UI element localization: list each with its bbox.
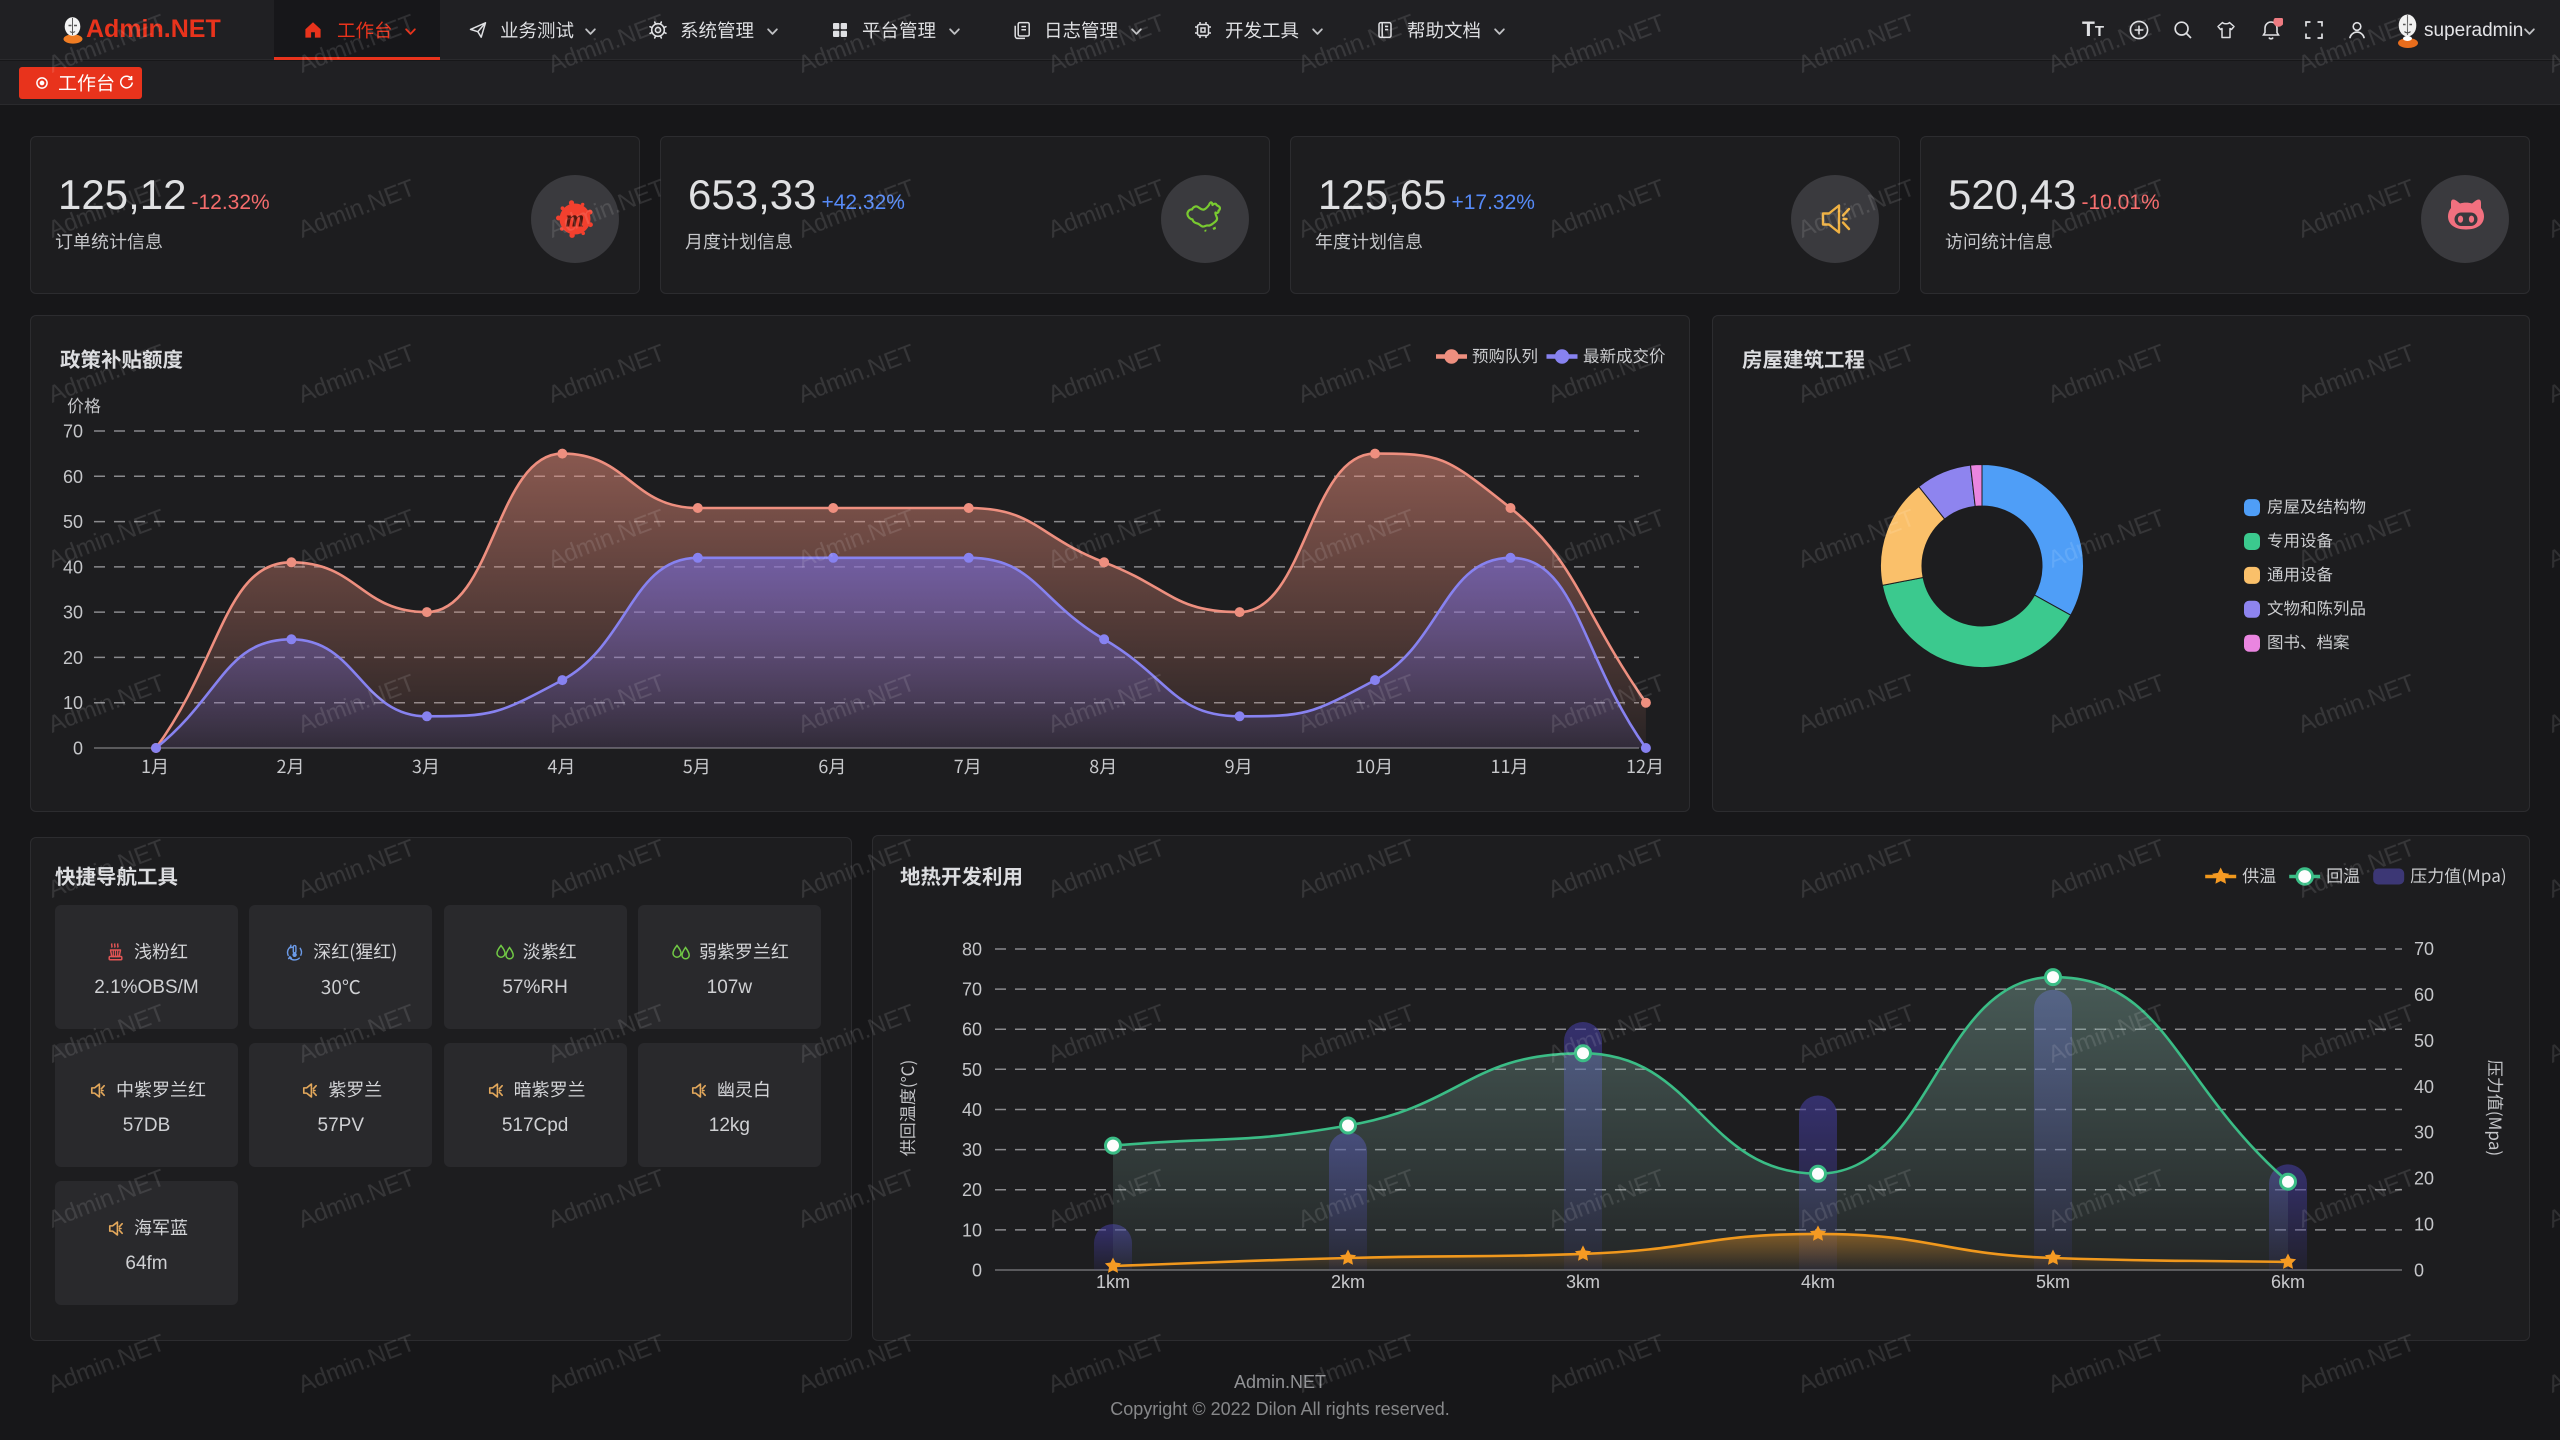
svg-text:60: 60 [2414, 985, 2434, 1005]
svg-text:40: 40 [2414, 1077, 2434, 1097]
svg-text:30: 30 [2414, 1123, 2434, 1143]
svg-text:10: 10 [2414, 1215, 2434, 1235]
svg-text:0: 0 [972, 1261, 982, 1281]
svg-text:m: m [566, 207, 585, 233]
svg-text:2km: 2km [1331, 1272, 1365, 1292]
svg-text:50: 50 [63, 512, 83, 532]
svg-text:80: 80 [962, 940, 982, 960]
svg-text:50: 50 [962, 1060, 982, 1080]
svg-text:60: 60 [63, 467, 83, 487]
svg-text:60: 60 [962, 1020, 982, 1040]
svg-text:70: 70 [962, 980, 982, 1000]
svg-text:30: 30 [63, 603, 83, 623]
svg-text:30: 30 [962, 1140, 982, 1160]
svg-text:6km: 6km [2271, 1272, 2305, 1292]
svg-text:0: 0 [2414, 1261, 2424, 1281]
svg-text:40: 40 [962, 1100, 982, 1120]
svg-text:4km: 4km [1801, 1272, 1835, 1292]
svg-text:50: 50 [2414, 1031, 2434, 1051]
svg-text:70: 70 [63, 422, 83, 442]
svg-text:10: 10 [962, 1220, 982, 1240]
svg-text:40: 40 [63, 557, 83, 577]
svg-text:3km: 3km [1566, 1272, 1600, 1292]
svg-text:70: 70 [2414, 939, 2434, 959]
svg-text:1km: 1km [1096, 1272, 1130, 1292]
svg-text:20: 20 [63, 648, 83, 668]
svg-text:20: 20 [962, 1180, 982, 1200]
svg-text:0: 0 [73, 739, 83, 759]
svg-text:20: 20 [2414, 1169, 2434, 1189]
svg-text:5km: 5km [2036, 1272, 2070, 1292]
svg-text:10: 10 [63, 693, 83, 713]
